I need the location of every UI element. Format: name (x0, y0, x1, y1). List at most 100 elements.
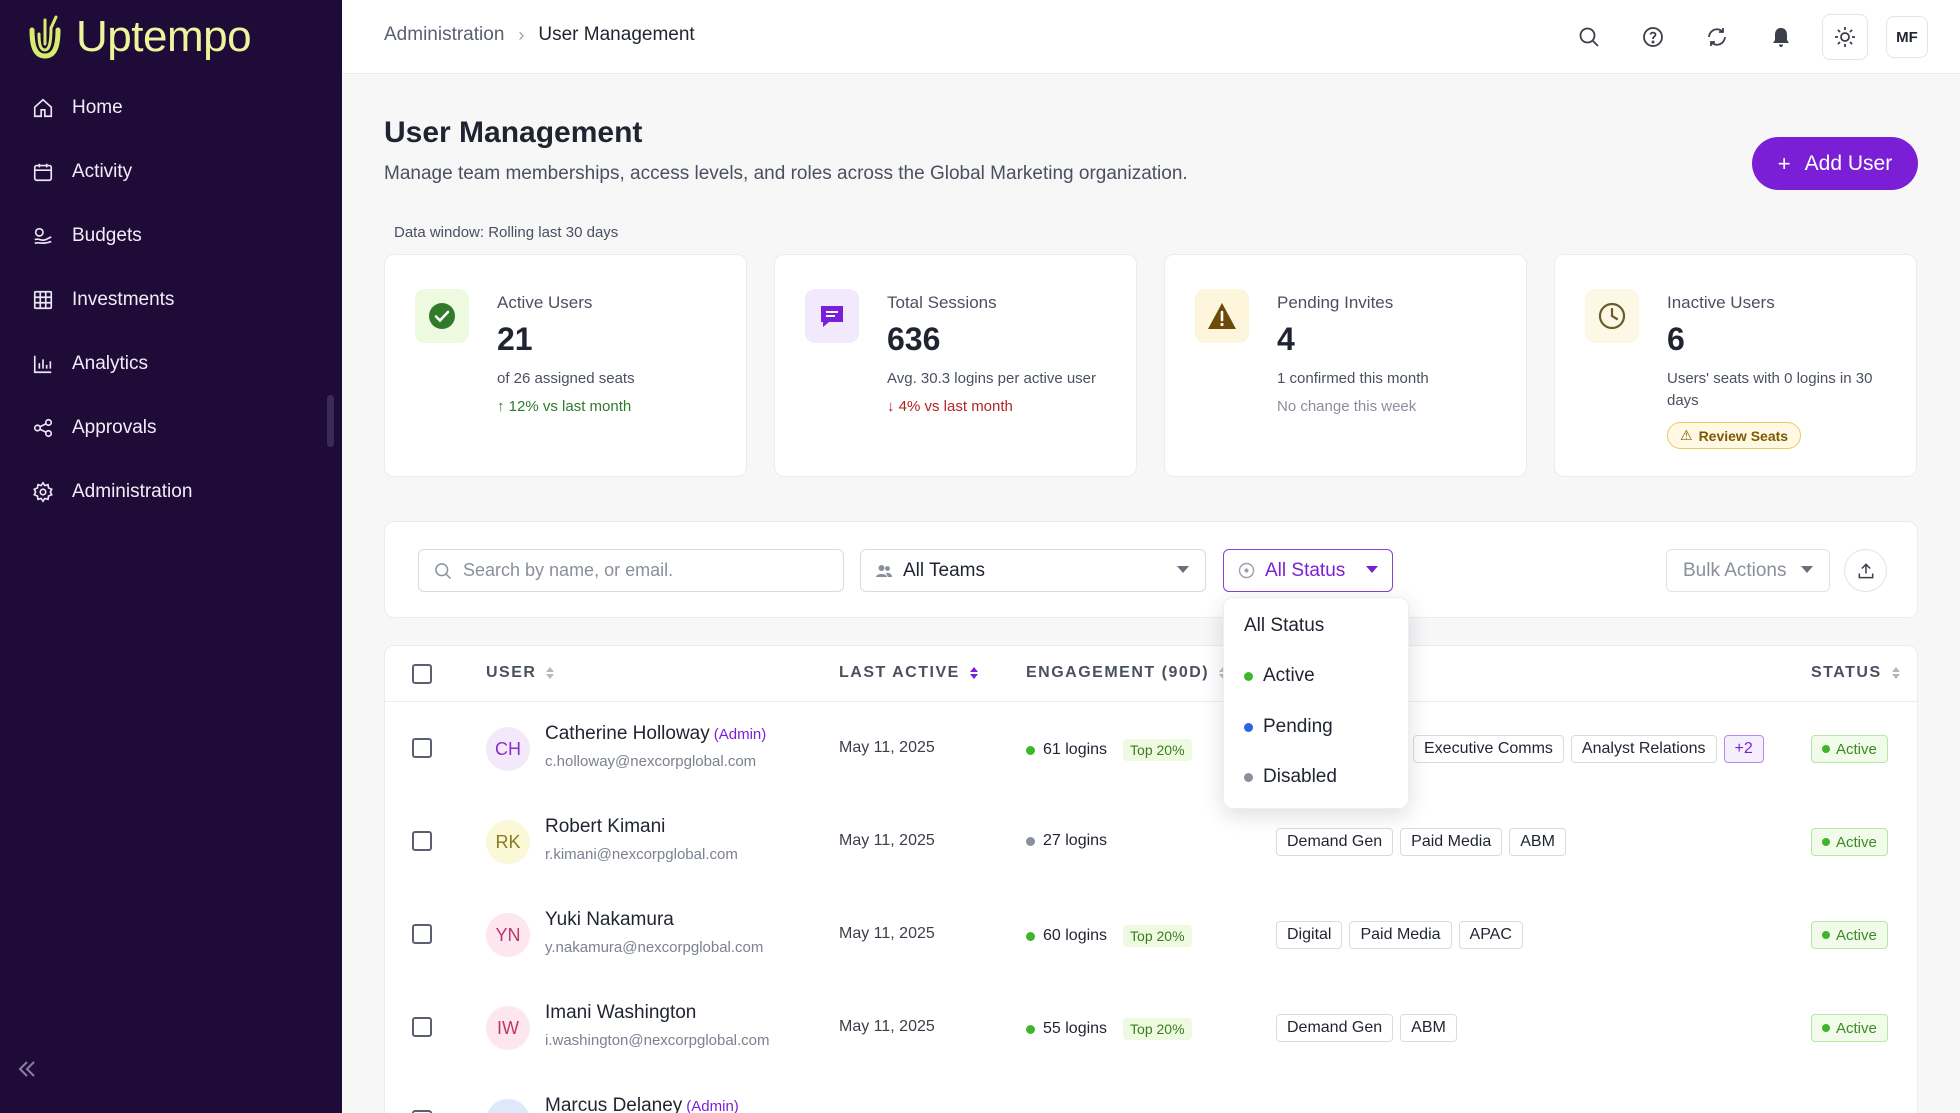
status-badge: Active (1811, 921, 1888, 949)
status-dot (1244, 722, 1253, 732)
stat-subtext: Users' seats with 0 logins in 30 days (1667, 370, 1873, 409)
user-name[interactable]: Robert Kimani (545, 816, 665, 838)
export-button[interactable] (1844, 549, 1887, 592)
sidebar-item-home[interactable]: Home (0, 76, 342, 140)
status-filter-value: All Status (1265, 559, 1346, 581)
sidebar-scrollbar[interactable] (327, 395, 334, 447)
user-name[interactable]: Marcus Delaney (Admin) (545, 1095, 739, 1113)
warning-icon (1195, 289, 1249, 343)
user-name[interactable]: Imani Washington (545, 1002, 696, 1024)
status-filter-select[interactable]: All Status (1223, 549, 1393, 592)
status-circle-icon (1238, 562, 1255, 579)
row-checkbox[interactable] (412, 924, 432, 944)
row-checkbox[interactable] (412, 738, 432, 758)
column-header-engagement[interactable]: ENGAGEMENT (90D) (1026, 664, 1228, 682)
gear-icon (33, 481, 53, 503)
users-icon (876, 564, 892, 577)
sidebar-item-activity[interactable]: Activity (0, 140, 342, 204)
row-checkbox[interactable] (412, 1110, 432, 1113)
stat-value: 636 (887, 321, 941, 357)
engagement-dot (1026, 836, 1035, 846)
sidebar-item-analytics[interactable]: Analytics (0, 332, 342, 396)
sort-icon (546, 667, 555, 679)
status-text: Active (1836, 1019, 1877, 1037)
user-email: c.holloway@nexcorpglobal.com (545, 753, 757, 770)
avatar: RK (486, 820, 530, 864)
option-label: Disabled (1263, 766, 1337, 787)
sidebar-item-approvals[interactable]: Approvals (0, 396, 342, 460)
status-badge: Active (1811, 828, 1888, 856)
user-email: i.washington@nexcorpglobal.com (545, 1032, 770, 1049)
avatar: CH (486, 727, 530, 771)
sidebar-item-investments[interactable]: Investments (0, 268, 342, 332)
breadcrumb-parent[interactable]: Administration (384, 24, 505, 45)
sidebar-item-label: Approvals (72, 417, 157, 438)
user-name[interactable]: Yuki Nakamura (545, 909, 674, 931)
collapse-sidebar-button[interactable] (14, 1056, 40, 1082)
filter-bar: All Teams All Status Bulk Actions (384, 521, 1918, 618)
row-checkbox[interactable] (412, 831, 432, 851)
share-icon (33, 418, 53, 438)
sidebar-item-label: Activity (72, 161, 133, 182)
bulk-actions-select[interactable]: Bulk Actions (1666, 549, 1830, 592)
teams-filter-select[interactable]: All Teams (860, 549, 1206, 592)
status-option-pending[interactable]: Pending (1244, 716, 1333, 738)
status-badge: Active (1811, 1014, 1888, 1042)
refresh-button[interactable] (1694, 14, 1740, 60)
review-seats-button[interactable]: ⚠ Review Seats (1667, 422, 1802, 449)
sidebar-item-administration[interactable]: Administration (0, 460, 342, 524)
theme-toggle-button[interactable] (1822, 14, 1868, 60)
user-avatar[interactable]: MF (1886, 16, 1928, 58)
table-row[interactable]: RK Robert Kimani r.kimani@nexcorpglobal.… (385, 795, 1917, 888)
sidebar-item-budgets[interactable]: Budgets (0, 204, 342, 268)
add-user-button[interactable]: + Add User (1752, 137, 1918, 190)
review-seats-label: Review Seats (1698, 427, 1789, 444)
bar-chart-icon (33, 355, 52, 374)
last-active: May 11, 2025 (839, 832, 935, 849)
notifications-button[interactable] (1758, 14, 1804, 60)
table-row[interactable]: MD Marcus Delaney(Admin) (385, 1074, 1917, 1113)
engagement-dot (1026, 1024, 1035, 1034)
option-label: Active (1263, 665, 1315, 686)
user-name-text: Robert Kimani (545, 816, 666, 837)
double-chevron-left-icon (18, 1061, 35, 1077)
calendar-icon (33, 163, 53, 182)
search-button[interactable] (1566, 14, 1612, 60)
status-option-disabled[interactable]: Disabled (1244, 766, 1337, 788)
search-icon (1579, 27, 1599, 47)
uptempo-logo-icon (29, 15, 61, 59)
sidebar-item-label: Home (72, 97, 123, 118)
status-option-all[interactable]: All Status (1244, 615, 1324, 637)
stat-card-inactive-users: Inactive Users 6 Users' seats with 0 log… (1554, 254, 1917, 477)
table-row[interactable]: CH Catherine Holloway (Admin) c.holloway@… (385, 702, 1917, 795)
login-count: 55 logins (1043, 1020, 1108, 1037)
status-text: Active (1836, 833, 1877, 851)
page-title: User Management (384, 116, 643, 149)
column-header-status[interactable]: STATUS (1811, 664, 1900, 682)
status-option-active[interactable]: Active (1244, 665, 1315, 687)
top-bar: Administration › User Management MF (342, 0, 1960, 74)
stat-trend: ↑ 12% vs last month (497, 398, 632, 415)
stat-label: Active Users (497, 293, 593, 312)
table-row[interactable]: YN Yuki Nakamura y.nakamura@nexcorpgloba… (385, 888, 1917, 981)
column-label: STATUS (1811, 664, 1882, 681)
user-name-text: Catherine Holloway (545, 723, 710, 744)
search-input[interactable] (463, 560, 823, 581)
login-count: 61 logins (1043, 741, 1108, 758)
more-teams-tag[interactable]: +2 (1723, 735, 1764, 763)
column-header-user[interactable]: USER (486, 664, 555, 682)
sidebar: Uptempo Home Activity Budgets Investment… (0, 0, 342, 1113)
plus-icon: + (1777, 150, 1791, 176)
table-row[interactable]: IW Imani Washington i.washington@nexcorp… (385, 981, 1917, 1074)
column-header-last-active[interactable]: LAST ACTIVE (839, 664, 978, 682)
user-name[interactable]: Catherine Holloway (Admin) (545, 723, 766, 745)
avatar: YN (486, 913, 530, 957)
chat-icon (805, 289, 859, 343)
stat-trend: No change this week (1277, 398, 1417, 415)
uptempo-logo[interactable]: Uptempo (26, 12, 252, 62)
admin-tag: (Admin) (713, 726, 767, 743)
help-button[interactable] (1630, 14, 1676, 60)
check-circle-icon (415, 289, 469, 343)
row-checkbox[interactable] (412, 1017, 432, 1037)
select-all-checkbox[interactable] (412, 664, 432, 684)
